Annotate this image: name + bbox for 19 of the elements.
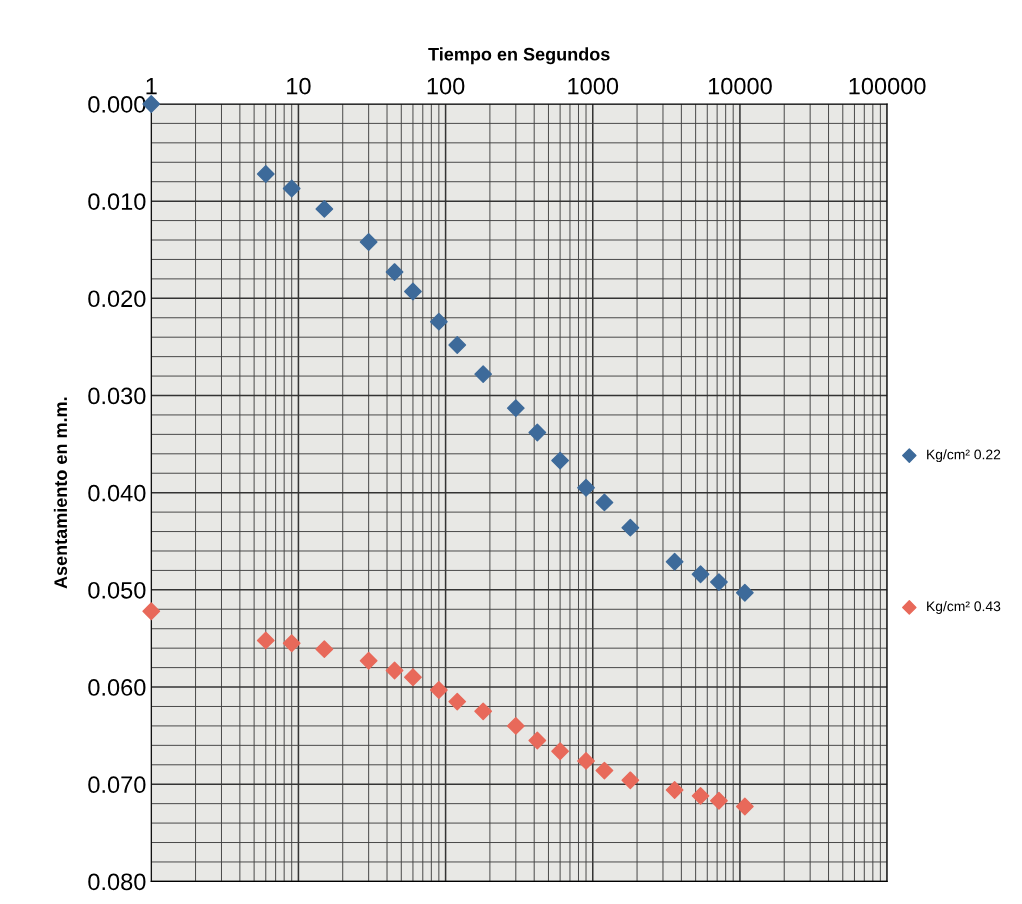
x-axis-title: Tiempo en Segundos — [428, 47, 610, 65]
y-tick-label: 0.040 — [88, 484, 146, 502]
y-tick-label: 0.010 — [88, 193, 146, 210]
x-tick-label: 10000 — [708, 77, 772, 95]
x-tick-label: 10 — [287, 77, 311, 95]
y-tick-label: 0.020 — [88, 290, 146, 308]
x-tick-label: 100 — [427, 77, 465, 95]
y-tick-label: 0.050 — [88, 581, 146, 599]
y-tick-label: 0.070 — [88, 776, 146, 794]
y-tick-label: 0.000 — [88, 96, 146, 113]
legend-label: Kg/cm² 0.43 — [927, 601, 1001, 614]
y-tick-label: 0.030 — [88, 387, 146, 405]
x-tick-label: 100000 — [849, 77, 926, 95]
y-tick-label: 0.080 — [88, 873, 146, 891]
y-axis-title: Asentamiento en m.m. — [53, 397, 68, 589]
x-tick-label: 1 — [146, 77, 157, 95]
y-tick-label: 0.060 — [88, 679, 146, 696]
x-tick-label: 1000 — [568, 77, 619, 95]
legend-label: Kg/cm² 0.22 — [927, 449, 1001, 463]
